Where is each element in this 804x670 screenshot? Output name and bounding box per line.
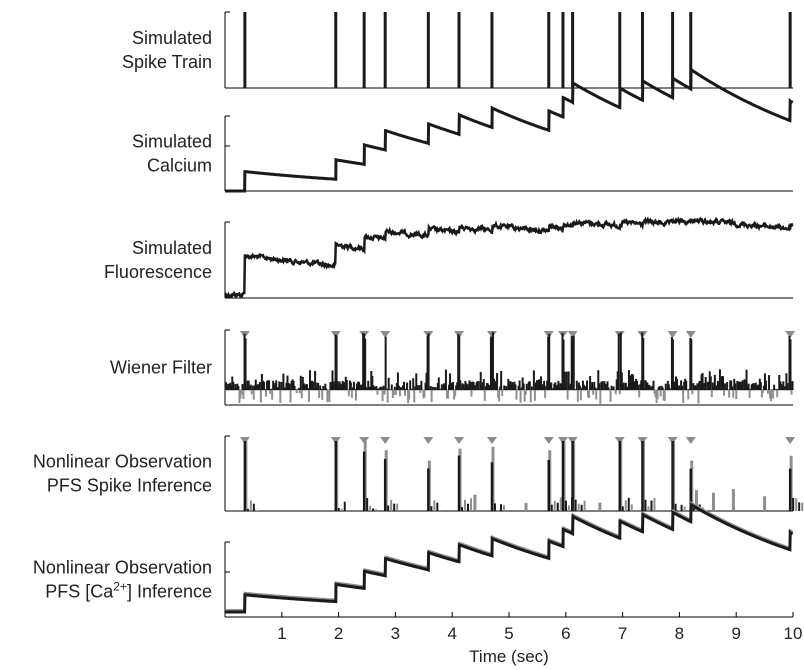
spike-marker (685, 437, 696, 444)
fluorescence-trace (224, 216, 794, 299)
x-tick-label: 6 (561, 624, 570, 643)
x-tick-label: 8 (675, 624, 684, 643)
spike-marker (785, 437, 796, 444)
panel-label-line1: Nonlinear Observation (33, 452, 212, 472)
panel-spike-train (224, 11, 793, 89)
panel-label-line2: Fluorescence (104, 262, 212, 282)
panel-label: Wiener Filter (110, 358, 212, 378)
spike-marker (380, 331, 391, 338)
spike-marker (785, 331, 796, 338)
x-axis-ticks: 1 2 3 4 5 6 7 8 9 10 Time (sec) (277, 612, 802, 666)
spike-marker (486, 437, 497, 444)
panel-label-line1: Nonlinear Observation (33, 558, 212, 578)
spike-marker (567, 437, 578, 444)
spike-marker (454, 437, 465, 444)
spike-marker (330, 437, 341, 444)
spike-marker (614, 437, 625, 444)
calcium-trace (225, 66, 794, 193)
x-tick-label: 2 (334, 624, 343, 643)
panel-label-line2: Calcium (147, 156, 212, 176)
spike-marker (423, 437, 434, 444)
panel-pfs-ca (224, 500, 794, 618)
spike-marker (239, 437, 250, 444)
panel-label-line1: Simulated (132, 238, 212, 258)
spike-marker (614, 331, 625, 338)
x-tick-label: 5 (504, 624, 513, 643)
panel-wiener (224, 329, 796, 406)
spike-marker (330, 331, 341, 338)
spike-marker (567, 331, 578, 338)
ca-inference-gray (225, 500, 794, 611)
panel-label-line2: PFS [Ca2+] Inference (45, 580, 212, 602)
x-tick-label: 10 (784, 624, 803, 643)
panel-calcium (224, 66, 794, 193)
panel-label-line2: PFS Spike Inference (47, 476, 212, 496)
spike-marker (667, 437, 678, 444)
x-tick-label: 7 (618, 624, 627, 643)
x-tick-label: 1 (277, 624, 286, 643)
spike-marker (637, 437, 648, 444)
spike-marker (667, 331, 678, 338)
x-tick-label: 3 (391, 624, 400, 643)
panel-fluorescence (224, 216, 794, 299)
panel-label-line1: Simulated (132, 132, 212, 152)
spike-marker (486, 331, 497, 338)
panel-label-line2: Spike Train (122, 52, 212, 72)
spike-marker (557, 437, 568, 444)
x-tick-label: 9 (731, 624, 740, 643)
x-tick-label: 4 (447, 624, 456, 643)
x-axis-label: Time (sec) (469, 647, 549, 666)
spike-marker (380, 437, 391, 444)
spike-marker (543, 437, 554, 444)
spike-marker (685, 331, 696, 338)
panel-label-line1: Simulated (132, 28, 212, 48)
ca-inference-trace (225, 501, 794, 614)
panel-pfs-spike (224, 435, 804, 512)
spike-marker (359, 437, 370, 444)
